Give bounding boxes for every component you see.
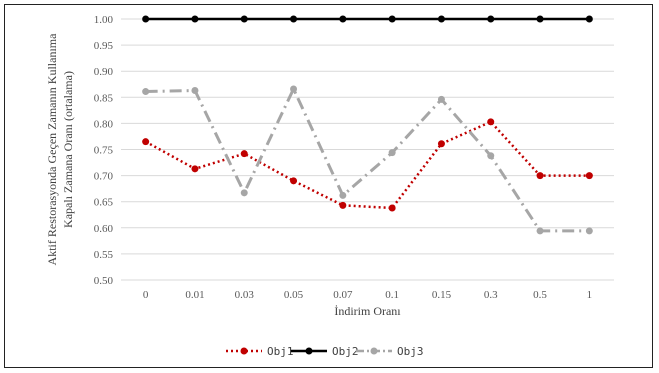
data-point-obj1 bbox=[536, 172, 544, 180]
data-point-obj1 bbox=[240, 150, 248, 158]
x-axis-title: İndirim Oranı bbox=[334, 304, 401, 318]
data-point-obj1 bbox=[437, 140, 445, 148]
legend-label-obj3: Obj3 bbox=[397, 345, 424, 358]
x-tick-label: 0.1 bbox=[385, 289, 399, 301]
y-tick-label: 0.95 bbox=[94, 40, 114, 52]
data-point-obj2 bbox=[339, 15, 347, 23]
data-point-obj1 bbox=[290, 177, 298, 185]
data-point-obj3 bbox=[339, 191, 347, 199]
data-point-obj1 bbox=[339, 201, 347, 209]
data-point-obj1 bbox=[191, 165, 199, 173]
data-point-obj3 bbox=[585, 227, 593, 235]
data-point-obj3 bbox=[240, 189, 248, 197]
y-tick-label: 0.70 bbox=[94, 171, 114, 183]
data-point-obj2 bbox=[437, 15, 445, 23]
y-tick-label: 0.85 bbox=[94, 92, 114, 104]
x-tick-label: 0 bbox=[143, 289, 149, 301]
data-point-obj2 bbox=[290, 15, 298, 23]
series-line-obj1 bbox=[145, 120, 590, 210]
data-point-obj1 bbox=[487, 118, 495, 126]
y-tick-label: 0.65 bbox=[94, 197, 114, 209]
data-point-obj2 bbox=[585, 15, 593, 23]
data-point-obj1 bbox=[142, 138, 150, 146]
data-point-obj3 bbox=[437, 95, 445, 103]
data-point-obj3 bbox=[290, 85, 298, 93]
x-tick-label: 1 bbox=[587, 289, 593, 301]
y-tick-label: 0.75 bbox=[94, 145, 114, 157]
y-tick-label: 0.50 bbox=[94, 275, 114, 287]
chart-frame bbox=[4, 4, 653, 368]
data-point-obj2 bbox=[142, 15, 150, 23]
y-tick-label: 0.55 bbox=[94, 249, 114, 261]
legend-marker-obj1 bbox=[240, 347, 248, 355]
legend-label-obj2: Obj2 bbox=[332, 345, 359, 358]
series-line-obj3 bbox=[145, 87, 590, 233]
y-axis-title-line1: Aktif Restorasyonda Geçen Zamanın Kullan… bbox=[45, 33, 59, 266]
data-point-obj3 bbox=[536, 227, 544, 235]
legend-label-obj1: Obj1 bbox=[267, 345, 294, 358]
data-point-obj3 bbox=[487, 152, 495, 160]
data-point-obj2 bbox=[536, 15, 544, 23]
x-tick-label: 0.15 bbox=[432, 289, 452, 301]
x-tick-label: 0.5 bbox=[533, 289, 547, 301]
data-point-obj3 bbox=[191, 87, 199, 95]
x-tick-label: 0.03 bbox=[235, 289, 255, 301]
data-point-obj2 bbox=[487, 15, 495, 23]
y-tick-label: 0.90 bbox=[94, 66, 114, 78]
data-point-obj3 bbox=[142, 88, 150, 96]
y-tick-label: 0.80 bbox=[94, 118, 114, 130]
y-tick-label: 0.60 bbox=[94, 223, 114, 235]
legend-marker-obj3 bbox=[370, 347, 378, 355]
x-tick-label: 0.05 bbox=[284, 289, 304, 301]
data-point-obj3 bbox=[388, 149, 396, 157]
data-point-obj1 bbox=[388, 204, 396, 212]
y-axis-title-line2: Kapalı Zamana Oranı (ortalama) bbox=[61, 71, 75, 228]
data-point-obj1 bbox=[585, 172, 593, 180]
x-tick-label: 0.07 bbox=[333, 289, 353, 301]
data-point-obj2 bbox=[388, 15, 396, 23]
y-tick-label: 1.00 bbox=[94, 14, 114, 26]
x-tick-label: 0.3 bbox=[484, 289, 498, 301]
data-point-obj2 bbox=[240, 15, 248, 23]
data-point-obj2 bbox=[191, 15, 199, 23]
x-tick-label: 0.01 bbox=[185, 289, 204, 301]
legend-marker-obj2 bbox=[305, 347, 313, 355]
